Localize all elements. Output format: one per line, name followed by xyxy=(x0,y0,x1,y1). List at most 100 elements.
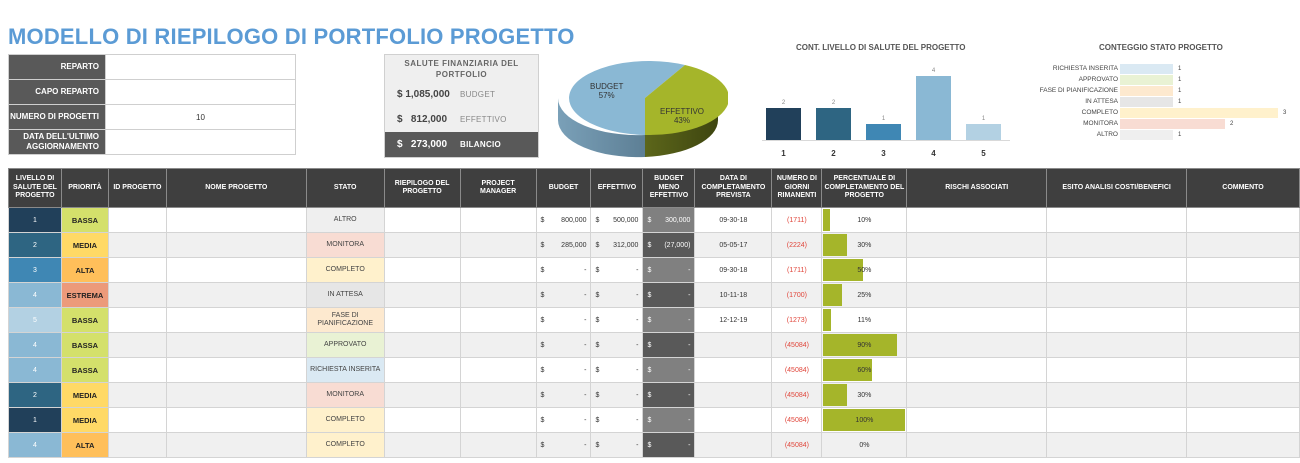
risks-cell[interactable] xyxy=(906,407,1048,433)
completion-percent-cell[interactable]: 10% xyxy=(821,207,908,233)
project-name-cell[interactable] xyxy=(165,432,307,458)
health-level-cell[interactable]: 4 xyxy=(8,282,62,308)
expected-completion-cell[interactable] xyxy=(694,332,773,358)
department-field[interactable] xyxy=(105,54,296,80)
project-id-cell[interactable] xyxy=(107,432,167,458)
budget-cell[interactable]: $ - xyxy=(535,307,592,333)
summary-cell[interactable] xyxy=(383,432,461,458)
project-id-cell[interactable] xyxy=(107,357,167,383)
actual-cell[interactable]: $ - xyxy=(590,332,644,358)
health-level-cell[interactable]: 3 xyxy=(8,257,62,283)
completion-percent-cell[interactable]: 60% xyxy=(821,357,908,383)
cost-benefit-cell[interactable] xyxy=(1046,357,1188,383)
risks-cell[interactable] xyxy=(906,257,1048,283)
project-name-cell[interactable] xyxy=(165,407,307,433)
cost-benefit-cell[interactable] xyxy=(1046,332,1188,358)
summary-cell[interactable] xyxy=(383,382,461,408)
project-manager-cell[interactable] xyxy=(459,232,537,258)
project-id-cell[interactable] xyxy=(107,382,167,408)
project-count-field[interactable]: 10 xyxy=(105,104,296,130)
project-manager-cell[interactable] xyxy=(459,257,537,283)
last-update-field[interactable] xyxy=(105,129,296,155)
status-cell[interactable]: RICHIESTA INSERITA xyxy=(305,357,385,383)
project-manager-cell[interactable] xyxy=(459,357,537,383)
comment-cell[interactable] xyxy=(1186,407,1300,433)
status-cell[interactable]: ALTRO xyxy=(305,207,385,233)
status-cell[interactable]: COMPLETO xyxy=(305,432,385,458)
comment-cell[interactable] xyxy=(1186,207,1300,233)
health-level-cell[interactable]: 5 xyxy=(8,307,62,333)
risks-cell[interactable] xyxy=(906,382,1048,408)
summary-cell[interactable] xyxy=(383,332,461,358)
completion-percent-cell[interactable]: 25% xyxy=(821,282,908,308)
cost-benefit-cell[interactable] xyxy=(1046,407,1188,433)
priority-cell[interactable]: BASSA xyxy=(60,207,109,233)
status-cell[interactable]: FASE DI PIANIFICAZIONE xyxy=(305,307,385,333)
summary-cell[interactable] xyxy=(383,232,461,258)
priority-cell[interactable]: MEDIA xyxy=(60,407,109,433)
health-level-cell[interactable]: 4 xyxy=(8,357,62,383)
status-cell[interactable]: MONITORA xyxy=(305,382,385,408)
risks-cell[interactable] xyxy=(906,232,1048,258)
budget-cell[interactable]: $800,000 xyxy=(535,207,592,233)
summary-cell[interactable] xyxy=(383,407,461,433)
budget-cell[interactable]: $ - xyxy=(535,432,592,458)
status-cell[interactable]: COMPLETO xyxy=(305,407,385,433)
summary-cell[interactable] xyxy=(383,282,461,308)
priority-cell[interactable]: BASSA xyxy=(60,332,109,358)
project-id-cell[interactable] xyxy=(107,407,167,433)
actual-cell[interactable]: $312,000 xyxy=(590,232,644,258)
health-level-cell[interactable]: 1 xyxy=(8,407,62,433)
project-name-cell[interactable] xyxy=(165,207,307,233)
project-manager-cell[interactable] xyxy=(459,307,537,333)
project-id-cell[interactable] xyxy=(107,257,167,283)
priority-cell[interactable]: ALTA xyxy=(60,257,109,283)
completion-percent-cell[interactable]: 100% xyxy=(821,407,908,433)
completion-percent-cell[interactable]: 30% xyxy=(821,382,908,408)
expected-completion-cell[interactable] xyxy=(694,432,773,458)
status-cell[interactable]: APPROVATO xyxy=(305,332,385,358)
budget-cell[interactable]: $ - xyxy=(535,282,592,308)
risks-cell[interactable] xyxy=(906,307,1048,333)
expected-completion-cell[interactable]: 12-12-19 xyxy=(694,307,773,333)
project-id-cell[interactable] xyxy=(107,332,167,358)
status-cell[interactable]: COMPLETO xyxy=(305,257,385,283)
project-manager-cell[interactable] xyxy=(459,382,537,408)
health-level-cell[interactable]: 2 xyxy=(8,232,62,258)
actual-cell[interactable]: $ - xyxy=(590,282,644,308)
summary-cell[interactable] xyxy=(383,257,461,283)
risks-cell[interactable] xyxy=(906,357,1048,383)
cost-benefit-cell[interactable] xyxy=(1046,282,1188,308)
budget-cell[interactable]: $ - xyxy=(535,257,592,283)
summary-cell[interactable] xyxy=(383,207,461,233)
project-name-cell[interactable] xyxy=(165,282,307,308)
health-level-cell[interactable]: 2 xyxy=(8,382,62,408)
expected-completion-cell[interactable] xyxy=(694,382,773,408)
health-level-cell[interactable]: 1 xyxy=(8,207,62,233)
comment-cell[interactable] xyxy=(1186,232,1300,258)
expected-completion-cell[interactable] xyxy=(694,357,773,383)
comment-cell[interactable] xyxy=(1186,432,1300,458)
summary-cell[interactable] xyxy=(383,307,461,333)
department-head-field[interactable] xyxy=(105,79,296,105)
expected-completion-cell[interactable]: 10-11-18 xyxy=(694,282,773,308)
project-manager-cell[interactable] xyxy=(459,207,537,233)
cost-benefit-cell[interactable] xyxy=(1046,432,1188,458)
expected-completion-cell[interactable] xyxy=(694,407,773,433)
project-id-cell[interactable] xyxy=(107,282,167,308)
priority-cell[interactable]: BASSA xyxy=(60,307,109,333)
budget-cell[interactable]: $ - xyxy=(535,382,592,408)
risks-cell[interactable] xyxy=(906,207,1048,233)
cost-benefit-cell[interactable] xyxy=(1046,307,1188,333)
expected-completion-cell[interactable]: 05-05-17 xyxy=(694,232,773,258)
project-name-cell[interactable] xyxy=(165,257,307,283)
budget-cell[interactable]: $ - xyxy=(535,332,592,358)
completion-percent-cell[interactable]: 0% xyxy=(821,432,908,458)
status-cell[interactable]: MONITORA xyxy=(305,232,385,258)
project-name-cell[interactable] xyxy=(165,307,307,333)
cost-benefit-cell[interactable] xyxy=(1046,382,1188,408)
actual-cell[interactable]: $ - xyxy=(590,432,644,458)
actual-cell[interactable]: $ - xyxy=(590,357,644,383)
priority-cell[interactable]: MEDIA xyxy=(60,382,109,408)
project-manager-cell[interactable] xyxy=(459,432,537,458)
